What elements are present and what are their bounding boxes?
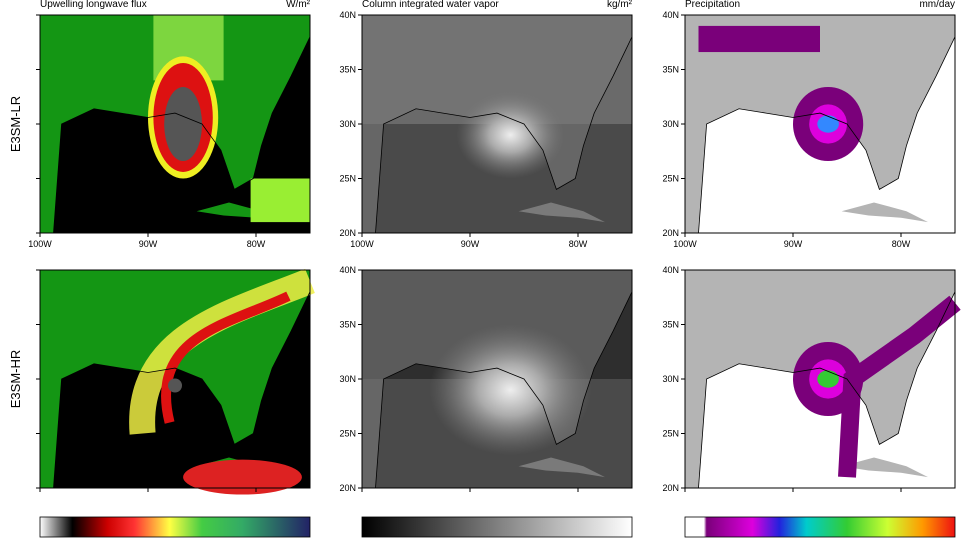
row-label: E3SM-HR [8, 350, 23, 409]
rain-core [817, 370, 839, 388]
map-panel: 20N 25N 30N 35N 40N [339, 265, 633, 493]
land [362, 15, 632, 233]
y-tick-label: 20N [662, 483, 679, 493]
land [685, 15, 955, 233]
column-units: mm/day [919, 0, 955, 10]
map-panel: 100W 90W 80W [28, 14, 311, 249]
x-tick-label: 90W [784, 239, 803, 249]
y-tick-label: 35N [662, 320, 679, 330]
y-tick-label: 20N [339, 483, 356, 493]
land [685, 270, 955, 488]
island [841, 457, 928, 478]
y-tick-label: 20N [339, 228, 356, 238]
row-label: E3SM-LR [8, 96, 23, 152]
rain-core [817, 115, 839, 133]
cloud [183, 459, 302, 495]
x-tick-label: 100W [28, 239, 52, 249]
x-tick-label: 80W [569, 239, 588, 249]
colorbar [361, 516, 633, 538]
map-panel: 20N 25N 30N 35N 40N [662, 265, 961, 493]
y-tick-label: 25N [339, 174, 356, 184]
y-tick-label: 25N [662, 174, 679, 184]
x-tick-label: 100W [350, 239, 374, 249]
x-tick-label: 90W [139, 239, 158, 249]
island [518, 202, 605, 223]
column-units: kg/m² [607, 0, 633, 10]
land [40, 15, 310, 233]
island [518, 457, 605, 478]
y-tick-label: 30N [662, 119, 679, 129]
coastline [53, 15, 311, 234]
rain [698, 25, 820, 53]
x-tick-label: 100W [673, 239, 697, 249]
map-panel: 100W 90W 80W 20N 25N 30N 35N 40N [662, 10, 956, 249]
y-tick-label: 35N [339, 65, 356, 75]
vapor-core [429, 324, 592, 456]
x-tick-label: 80W [892, 239, 911, 249]
cloud [250, 178, 310, 223]
coastline [698, 270, 956, 489]
map-panel [36, 268, 315, 495]
column-units: W/m² [286, 0, 311, 10]
column-title: Upwelling longwave flux [40, 0, 147, 10]
colorbar [39, 516, 311, 538]
y-tick-label: 30N [662, 374, 679, 384]
y-tick-label: 40N [662, 10, 679, 20]
coastline [375, 270, 633, 489]
cloud-core [161, 291, 291, 424]
y-tick-label: 40N [662, 265, 679, 275]
y-tick-label: 25N [662, 429, 679, 439]
y-tick-label: 30N [339, 119, 356, 129]
x-tick-label: 80W [247, 239, 266, 249]
x-tick-label: 90W [461, 239, 480, 249]
island [841, 202, 928, 223]
coastline [698, 15, 956, 234]
eye [164, 86, 203, 162]
coastline [375, 15, 633, 234]
y-tick-label: 25N [339, 429, 356, 439]
cloud-band [129, 268, 315, 435]
land [40, 270, 310, 488]
colorbar [684, 516, 956, 538]
y-tick-label: 35N [339, 320, 356, 330]
y-tick-label: 30N [339, 374, 356, 384]
y-tick-label: 35N [662, 65, 679, 75]
y-tick-label: 40N [339, 10, 356, 20]
eye [168, 378, 182, 393]
y-tick-label: 20N [662, 228, 679, 238]
column-title: Column integrated water vapor [362, 0, 499, 10]
vapor-core [456, 91, 565, 179]
rain-band [838, 295, 961, 478]
y-tick-label: 40N [339, 265, 356, 275]
map-panel: 100W 90W 80W 20N 25N 30N 35N 40N [339, 10, 633, 249]
column-title: Precipitation [685, 0, 740, 10]
coastline [53, 270, 311, 489]
